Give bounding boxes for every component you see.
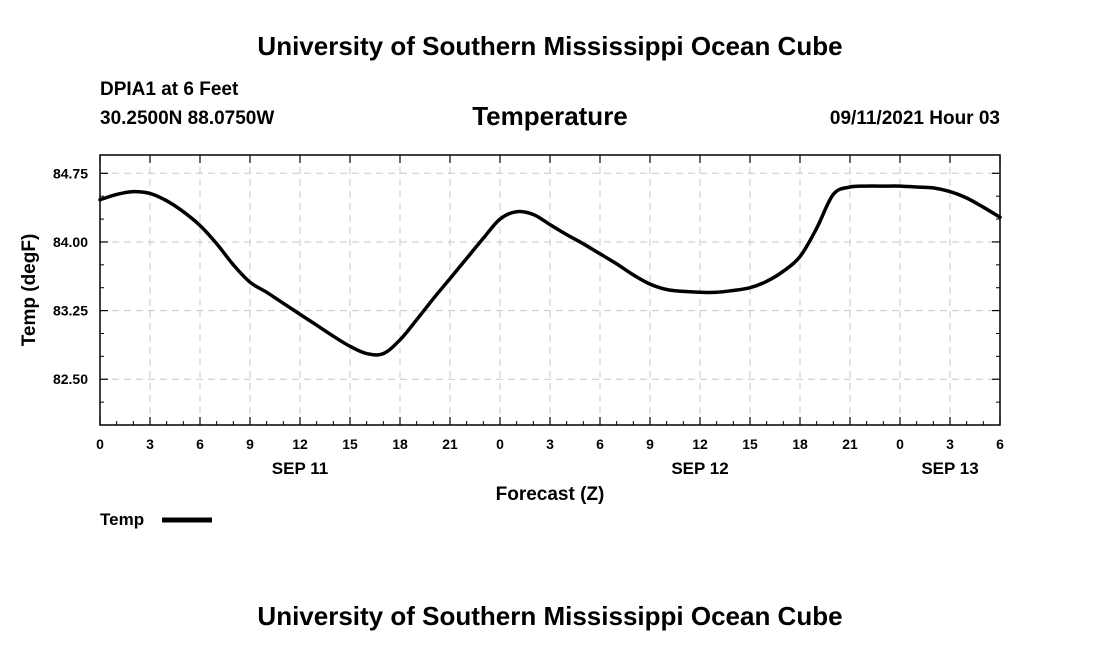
x-tick-label: 6: [196, 436, 204, 452]
y-axis: 82.50 83.25 84.00 84.75: [53, 165, 1000, 426]
x-tick-label: 3: [946, 436, 954, 452]
x-axis-label: Forecast (Z): [496, 484, 605, 505]
legend-label: Temp: [100, 510, 144, 529]
station-coords: 30.2500N 88.0750W: [100, 108, 274, 129]
date-label: SEP 13: [921, 459, 978, 478]
x-tick-label: 21: [442, 436, 458, 452]
x-tick-label: 9: [646, 436, 654, 452]
forecast-timestamp: 09/11/2021 Hour 03: [830, 108, 1000, 129]
legend: Temp: [100, 510, 212, 529]
station-label: DPIA1 at 6 Feet: [100, 79, 239, 100]
grid-lines: [100, 155, 1000, 425]
x-tick-label: 12: [692, 436, 708, 452]
y-tick-label: 82.50: [53, 371, 88, 387]
variable-title: Temperature: [472, 101, 628, 131]
date-label: SEP 11: [272, 459, 328, 478]
y-tick-label: 83.25: [53, 303, 88, 319]
x-tick-label: 21: [842, 436, 858, 452]
x-tick-label: 6: [996, 436, 1004, 452]
x-tick-label: 0: [96, 436, 104, 452]
x-tick-label: 18: [392, 436, 408, 452]
x-tick-label: 12: [292, 436, 308, 452]
chart-title: University of Southern Mississippi Ocean…: [257, 31, 842, 61]
x-tick-label: 0: [896, 436, 904, 452]
x-axis: 0 3 6 9 12 15 18 21 0 3 6 9 12 15 18 21 0 3 6 SEP 11 SEP 12 S…: [96, 155, 1004, 478]
footer-title: University of Southern Mississippi Ocean…: [257, 601, 842, 631]
y-tick-label: 84.75: [53, 165, 88, 181]
temp-series-line: [98, 184, 1002, 357]
x-tick-label: 15: [742, 436, 758, 452]
x-tick-label: 18: [792, 436, 808, 452]
x-tick-label: 3: [146, 436, 154, 452]
x-tick-label: 0: [496, 436, 504, 452]
y-axis-label: Temp (degF): [19, 234, 40, 347]
x-tick-label: 6: [596, 436, 604, 452]
date-label: SEP 12: [671, 459, 728, 478]
x-tick-label: 3: [546, 436, 554, 452]
y-tick-label: 84.00: [53, 234, 88, 250]
x-tick-label: 15: [342, 436, 358, 452]
x-tick-label: 9: [246, 436, 254, 452]
